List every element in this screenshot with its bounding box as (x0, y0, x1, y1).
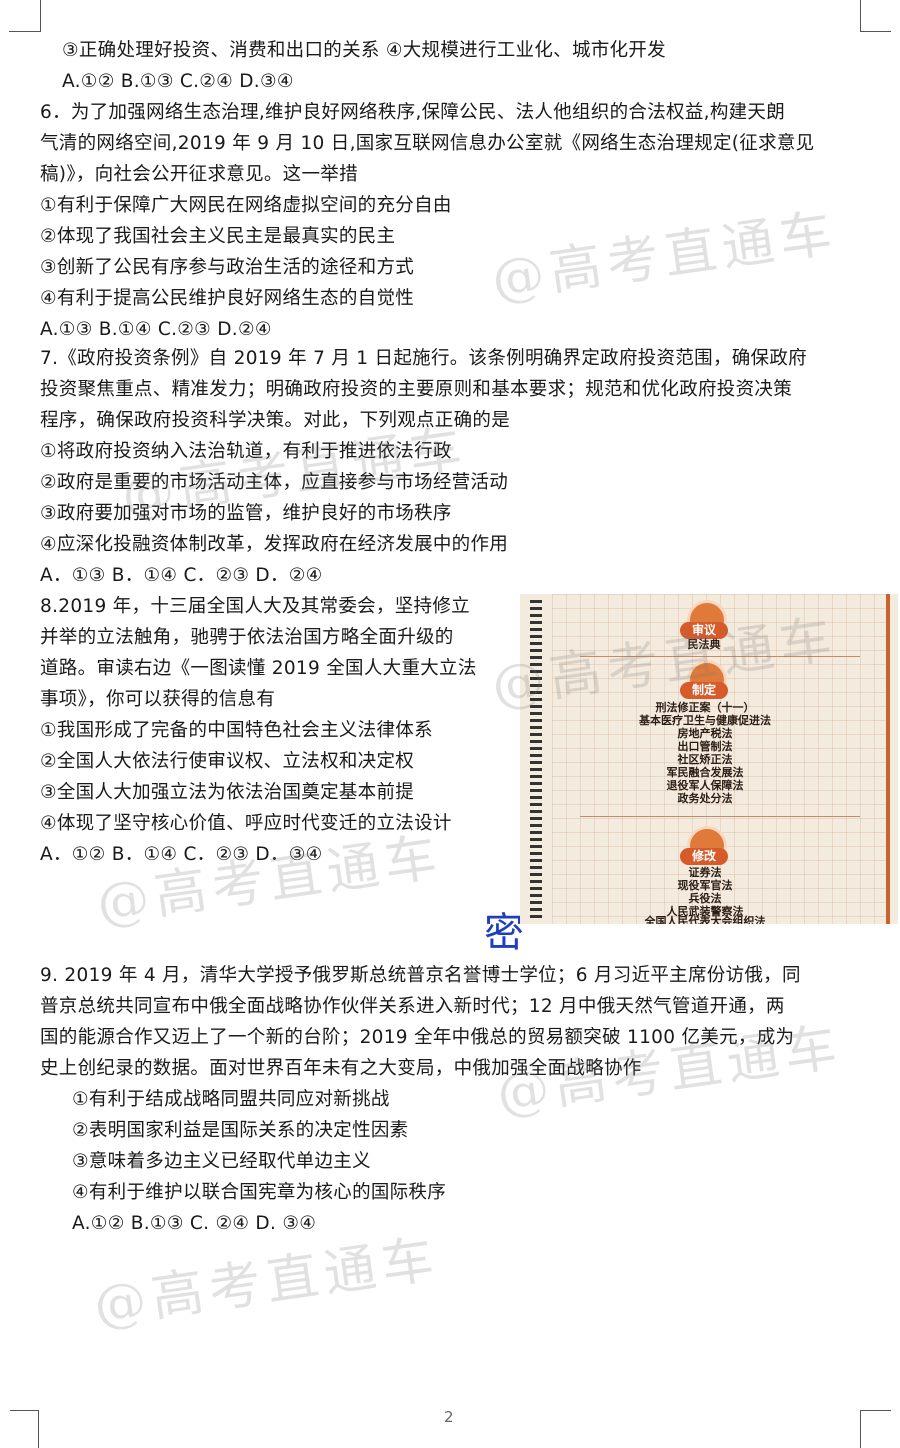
infographic-edge (886, 594, 890, 924)
q9-option: ③意味着多边主义已经取代单边主义 (72, 1151, 371, 1172)
law-item: 出口管制法 (677, 740, 733, 753)
section-divider (580, 816, 860, 817)
q9-stem: 普京总统共同宣布中俄全面战略协作伙伴关系进入新时代；12 月中俄天然气管道开通，… (40, 996, 785, 1017)
section-divider (580, 656, 860, 657)
q6-option: ①有利于保障广大网民在网络虚拟空间的充分自由 (40, 195, 452, 216)
law-item: 军民融合发展法 (666, 766, 744, 779)
q7-option: ①将政府投资纳入法治轨道，有利于推进依法行政 (40, 441, 452, 462)
q8-stem: 道路。审读右边《一图读懂 2019 全国人大重大立法 (40, 658, 477, 679)
q7-stem: 投资聚焦重点、精准发力；明确政府投资的主要原则和基本要求；规范和优化政府投资决策 (40, 379, 793, 400)
q8-option: ④体现了坚守核心价值、呼应时代变迁的立法设计 (40, 813, 452, 834)
tag-enact: 制定 (680, 682, 728, 699)
law-item: 退役军人保障法 (666, 779, 744, 792)
law-item: 全国人民代表大会组织法 (644, 915, 766, 924)
q6-stem: 气清的网络空间,2019 年 9 月 10 日,国家互联网信息办公室就《网络生态… (40, 133, 815, 154)
law-item: 房地产税法 (677, 727, 733, 740)
q8-stem: 并举的立法触角，驰骋于依法治国方略全面升级的 (40, 627, 454, 648)
q9-answer-choices: A.①② B.①③ C. ②④ D. ③④ (72, 1213, 317, 1234)
law-item: 证券法 (688, 866, 722, 879)
law-item: 现役军官法 (677, 879, 733, 892)
q9-option: ④有利于维护以联合国宪章为核心的国际秩序 (72, 1182, 447, 1203)
crop-mark-top-right (860, 0, 891, 32)
law-item: 人民武装警察法 (666, 905, 744, 918)
notebook-spiral (530, 600, 542, 918)
secret-stamp: 密 (484, 910, 524, 956)
q9-stem: 9. 2019 年 4 月，清华大学授予俄罗斯总统普京名誉博士学位；6 月习近平… (40, 965, 801, 986)
q7-stem: 程序，确保政府投资科学决策。对此，下列观点正确的是 (40, 410, 511, 431)
tag-amend: 修改 (680, 848, 728, 865)
q7-option: ②政府是重要的市场活动主体，应直接参与市场经营活动 (40, 472, 509, 493)
q8-answer-choices: A．①② B．①④ C．②③ D．③④ (40, 844, 323, 865)
q9-stem: 国的能源合作又迈上了一个新的台阶；2019 全年中俄总的贸易额突破 1100 亿… (40, 1027, 795, 1048)
q7-answer-choices: A．①③ B．①④ C．②③ D．②④ (40, 565, 323, 586)
q5-answer-choices: A.①② B.①③ C.②④ D.③④ (62, 71, 294, 92)
infographic-grid (552, 594, 886, 924)
q9-option: ①有利于结成战略同盟共同应对新挑战 (72, 1089, 390, 1110)
crop-mark-top-left (9, 0, 41, 32)
q7-option: ③政府要加强对市场的监管，维护良好的市场秩序 (40, 503, 452, 524)
q8-stem: 事项》，你可以获得的信息有 (40, 689, 276, 710)
legislation-infographic: 审议 民法典 制定 刑法修正案（十一） 基本医疗卫生与健康促进法 房地产税法 出… (520, 594, 898, 924)
law-item: 兵役法 (688, 892, 722, 905)
watermark: @高考直通车 (488, 203, 842, 311)
tag-review: 审议 (680, 622, 728, 639)
q6-option: ②体现了我国社会主义民主是最真实的民主 (40, 226, 396, 247)
q6-stem: 稿)》，向社会公开征求意见。这一举措 (40, 164, 358, 185)
q6-stem: 6．为了加强网络生态治理,维护良好网络秩序,保障公民、法人他组织的合法权益,构建… (40, 102, 786, 123)
q8-option: ②全国人大依法行使审议权、立法权和决定权 (40, 751, 415, 772)
law-item: 社区矫正法 (677, 753, 733, 766)
q7-stem: 7.《政府投资条例》自 2019 年 7 月 1 日起施行。该条例明确界定政府投… (40, 348, 807, 369)
law-item: 政务处分法 (677, 792, 733, 805)
q9-stem: 史上创纪录的数据。面对世界百年未有之大变局，中俄加强全面战略协作 (40, 1058, 642, 1079)
q5-option-line: ③正确处理好投资、消费和出口的关系 ④大规模进行工业化、城市化开发 (62, 40, 666, 61)
q8-option: ①我国形成了完备的中国特色社会主义法律体系 (40, 720, 433, 741)
q8-option: ③全国人大加强立法为依法治国奠定基本前提 (40, 782, 415, 803)
page-number: 2 (444, 1408, 454, 1426)
crop-mark-bottom-right (860, 1410, 891, 1448)
q6-option: ④有利于提高公民维护良好网络生态的自觉性 (40, 288, 415, 309)
q9-option: ②表明国家利益是国际关系的决定性因素 (72, 1120, 409, 1141)
crop-mark-bottom-left (10, 1410, 39, 1448)
q8-stem: 8.2019 年，十三届全国人大及其常委会，坚持修立 (40, 596, 470, 617)
q6-option: ③创新了公民有序参与政治生活的途径和方式 (40, 257, 415, 278)
law-item: 基本医疗卫生与健康促进法 (639, 714, 771, 727)
q7-option: ④应深化投融资体制改革，发挥政府在经济发展中的作用 (40, 534, 509, 555)
law-item: 民法典 (687, 638, 721, 651)
law-item: 刑法修正案（十一） (655, 701, 755, 714)
q6-answer-choices: A.①③ B.①④ C.②③ D.②④ (40, 319, 272, 340)
